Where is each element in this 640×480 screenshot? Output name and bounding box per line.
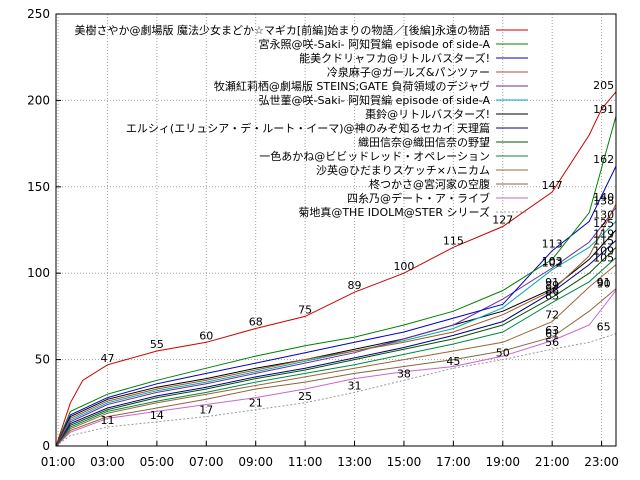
series-line-1 [55,115,617,447]
data-label: 102 [542,257,563,270]
x-tick-label: 07:00 [189,455,224,469]
data-label: 147 [542,179,563,192]
data-label: 75 [298,303,312,316]
data-label: 91 [597,276,611,289]
legend-label-2: 能美クドリャフカ@リトルバスターズ! [299,51,490,65]
data-label: 50 [496,347,510,360]
y-tick-label: 150 [27,180,50,194]
data-label: 162 [593,153,614,166]
series-line-2 [55,165,617,447]
data-label: 127 [492,214,513,227]
y-tick-label: 50 [35,353,50,367]
y-tick-label: 100 [27,266,50,280]
data-label: 68 [249,315,263,328]
data-label: 100 [393,260,414,273]
data-label: 83 [545,290,559,303]
data-label: 115 [593,234,614,247]
data-label: 115 [443,234,464,247]
data-label: 14 [150,409,164,422]
data-label: 113 [542,238,563,251]
x-tick-label: 11:00 [288,455,323,469]
series-line-3 [55,203,617,447]
x-tick-label: 15:00 [387,455,422,469]
series-line-12 [55,290,617,447]
series-line-8 [55,246,617,447]
data-label: 138 [593,195,614,208]
data-label: 45 [446,355,460,368]
legend-label-10: 沙英@ひだまりスケッチ×ハニカム [316,163,490,177]
data-label: 25 [298,390,312,403]
x-tick-label: 13:00 [337,455,372,469]
data-label: 60 [199,329,213,342]
x-tick-label: 01:00 [41,455,76,469]
x-tick-label: 23:00 [584,455,619,469]
data-label: 89 [348,279,362,292]
series-line-11 [55,288,617,447]
data-label: 89 [545,279,559,292]
data-label: 90 [597,277,611,290]
data-label: 140 [593,191,614,204]
x-tick-label: 17:00 [436,455,471,469]
series-line-4 [55,207,617,447]
legend-label-3: 冷泉麻子@ガールズ&パンツァー [327,65,490,79]
x-tick-label: 19:00 [485,455,520,469]
series-line-13 [55,333,617,447]
plot-border [55,13,617,447]
x-tick-label: 21:00 [535,455,570,469]
data-label: 47 [100,352,114,365]
legend-label-0: 美樹さやか@劇場版 魔法少女まどか☆マギカ[前編]始まりの物語／[後編]永遠の物… [74,23,490,37]
legend-label-11: 柊つかさ@宮河家の空腹 [369,177,490,191]
data-label: 65 [597,321,611,334]
y-tick-label: 200 [27,93,50,107]
data-label: 72 [545,309,559,322]
x-tick-label: 03:00 [90,455,125,469]
data-label: 31 [348,379,362,392]
data-label: 55 [150,338,164,351]
data-label: 119 [593,227,614,240]
legend-label-13: 菊地真@THE IDOLM@STER シリーズ [298,205,490,219]
data-label: 91 [545,276,559,289]
legend-label-1: 宮永照@咲-Saki- 阿知賀編 episode of side-A [259,37,491,51]
x-tick-label: 09:00 [238,455,273,469]
series-line-6 [55,229,617,447]
data-label: 17 [199,404,213,417]
series-line-7 [55,240,617,447]
x-tick-label: 05:00 [140,455,175,469]
legend-label-4: 牧瀬紅莉栖@劇場版 STEINS;GATE 負荷領域のデジャヴ [214,79,490,93]
legend-label-6: 棗鈴@リトルバスターズ! [365,107,490,121]
series-line-0 [55,91,617,447]
data-label: 86 [545,284,559,297]
y-tick-label: 0 [42,439,50,453]
legend-label-8: 織田信奈@織田信奈の野望 [358,135,490,149]
data-label: 191 [593,103,614,116]
data-label: 61 [545,328,559,341]
legend-label-5: 弘世菫@咲-Saki- 阿知賀編 episode of side-A [259,93,491,107]
data-label: 125 [593,217,614,230]
legend-label-9: 一色あかね@ビビッドレッド・オペレーション [259,149,490,163]
data-label: 130 [593,208,614,221]
legend-label-7: エルシィ(エリュシア・デ・ルート・イーマ)@神のみぞ知るセカイ 天理篇 [126,121,490,135]
series-line-5 [55,221,617,447]
data-label: 105 [593,252,614,265]
y-tick-label: 250 [27,7,50,21]
series-line-9 [55,257,617,447]
data-label: 11 [100,414,114,427]
series-line-10 [55,264,617,447]
data-label: 103 [542,255,563,268]
data-label: 21 [249,397,263,410]
data-label: 109 [593,245,614,258]
legend-label-12: 四糸乃@デート・ア・ライブ [347,191,490,205]
data-label: 56 [545,336,559,349]
data-label: 38 [397,367,411,380]
data-label: 205 [593,79,614,92]
data-label: 63 [545,324,559,337]
